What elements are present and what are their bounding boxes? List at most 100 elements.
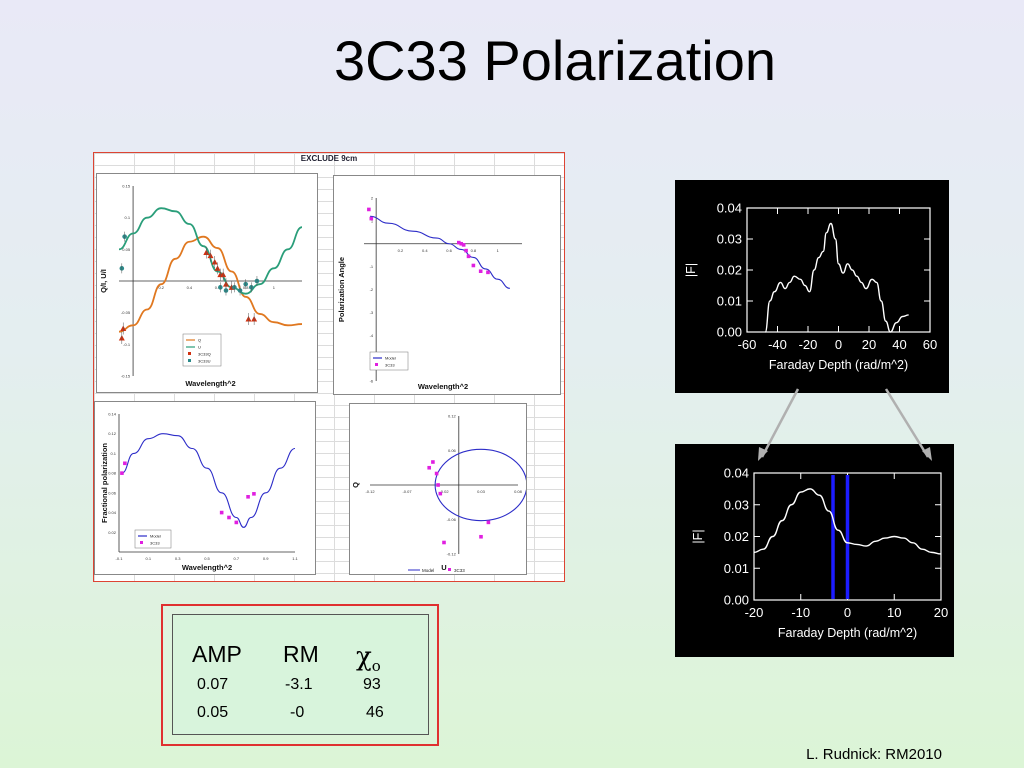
x-tick-label: -0.1 <box>116 556 124 561</box>
header-chi-sub: o <box>371 657 381 676</box>
x-tick-label: 10 <box>887 605 901 620</box>
row1-amp: 0.07 <box>197 676 229 693</box>
angle-chart: 0.20.40.60.8121-1-2-3-4-5-6Wavelength^2P… <box>337 196 522 391</box>
data-point <box>436 483 440 487</box>
arrow-right-head <box>922 447 932 461</box>
x-tick-label: 0.2 <box>158 285 164 290</box>
legend-label: 3C33 <box>385 363 395 368</box>
y-tick-label: 0.00 <box>724 593 749 608</box>
y-tick-label: -0.12 <box>447 552 457 557</box>
x-tick-label: -20 <box>745 605 764 620</box>
legend-label: 3C33 <box>150 541 160 546</box>
legend-marker <box>188 359 191 362</box>
x-tick-label: 0 <box>844 605 851 620</box>
y-tick-label: -3 <box>370 310 374 315</box>
y-tick-label: 0.12 <box>448 414 457 419</box>
data-point <box>457 240 461 245</box>
x-tick-label: -10 <box>791 605 810 620</box>
data-point <box>234 520 239 525</box>
x-tick-label: 0.08 <box>514 489 523 494</box>
series-line-model <box>370 215 510 289</box>
data-point <box>369 216 374 221</box>
y-axis-label: Q <box>351 482 360 488</box>
legend-marker <box>375 363 378 366</box>
x-tick-label: 0.4 <box>422 248 428 253</box>
y-axis-label: Polarization Angle <box>337 257 346 322</box>
data-point <box>464 248 468 253</box>
x-tick-label: 0.5 <box>204 556 210 561</box>
x-tick-label: 0.6 <box>215 285 221 290</box>
x-tick-label: 1 <box>497 248 500 253</box>
x-tick-label: 0.3 <box>175 556 181 561</box>
y-tick-label: 0.03 <box>717 232 742 247</box>
legend-label: 3C33U <box>198 359 211 364</box>
excel-screenshot: EXCLUDE 9cm 0.2 0.4 0.6 0.8 1 0.15 0.1 0.05 -0.0… <box>93 152 565 582</box>
x-tick-label: 0.8 <box>243 285 249 290</box>
data-point <box>478 269 483 273</box>
y-tick-label: 0.01 <box>724 561 749 576</box>
y-tick-label: 1 <box>371 218 374 223</box>
x-tick-label: 0.9 <box>263 556 269 561</box>
row2-chi: 46 <box>366 704 384 721</box>
y-tick-label: -6 <box>370 379 374 384</box>
data-point <box>442 540 446 545</box>
faraday-zoom-chart: -20 -10 0 10 20 0.04 0.03 0.02 0.01 0.00 Faraday D… <box>691 466 948 641</box>
legend-label: 3C33Q <box>198 352 211 357</box>
data-point <box>438 491 443 496</box>
zoom-arrows <box>758 388 932 461</box>
data-point <box>434 471 439 476</box>
arrow-left <box>760 388 800 458</box>
y-tick-label: 0.05 <box>122 247 131 252</box>
x-tick-label: 0.4 <box>187 285 193 290</box>
fracpol-chart-box: -0.1 0.1 0.3 0.5 0.7 0.9 1.1 0.14 0.12 0.1 0.08 0.0… <box>94 401 316 575</box>
y-tick-label: 0.02 <box>717 263 742 278</box>
y-tick-label: 0.03 <box>724 497 749 512</box>
slide-title: 3C33 Polarization <box>333 29 777 92</box>
x-axis-label: Wavelength^2 <box>185 379 235 388</box>
y-tick-label: 0.12 <box>108 431 117 436</box>
y-tick-label: -2 <box>370 287 374 292</box>
x-tick-label: -40 <box>768 337 787 352</box>
faraday-curve <box>764 222 909 333</box>
row2-amp: 0.05 <box>197 704 229 721</box>
x-tick-label: 0.8 <box>471 248 477 253</box>
y-axis-label: |F| <box>684 263 698 277</box>
y-tick-label: 0.01 <box>717 294 742 309</box>
excel-header: EXCLUDE 9cm <box>300 154 358 163</box>
x-axis-label: Wavelength^2 <box>418 382 468 391</box>
faraday-wide-panel: -60 -40 -20 0 20 40 60 0.04 0.03 0.02 0.01 0.00 Fara… <box>675 180 949 393</box>
qu-chart-box: 0.2 0.4 0.6 0.8 1 0.15 0.1 0.05 -0.05 -0.1 -0.15 Wa… <box>96 173 318 393</box>
data-point <box>466 254 471 259</box>
data-point <box>486 270 490 275</box>
y-tick-label: 0.1 <box>110 451 116 456</box>
data-point <box>227 515 231 520</box>
arrow-left-head <box>758 447 768 461</box>
y-tick-label: -1 <box>370 264 374 269</box>
x-axis-label: Faraday Depth (rad/m^2) <box>778 626 917 640</box>
legend-box <box>369 351 409 371</box>
y-tick-label: 0.06 <box>108 490 117 495</box>
x-axis-label: Wavelength^2 <box>182 563 232 572</box>
data-point <box>367 207 371 212</box>
qvsu-chart: -0.12 -0.07 -0.02 0.03 0.08 0.12 0.06 -0.06 -0.1… <box>351 414 528 573</box>
data-point <box>459 241 464 246</box>
legend-marker <box>140 541 143 544</box>
x-tick-label: -0.12 <box>365 489 375 494</box>
data-point <box>427 465 431 470</box>
legend-label: Model <box>150 534 161 539</box>
arrow-right <box>884 388 930 458</box>
faraday-curve <box>753 488 942 555</box>
qvsu-chart-box: -0.12 -0.07 -0.02 0.03 0.08 0.12 0.06 -0.06 -0.1… <box>349 403 528 575</box>
x-axis-label: U <box>441 563 446 572</box>
y-tick-label: 0.1 <box>125 215 131 220</box>
x-tick-label: 0 <box>835 337 842 352</box>
x-tick-label: 40 <box>892 337 906 352</box>
x-tick-label: 0.1 <box>146 556 152 561</box>
y-tick-label: -0.05 <box>121 310 131 315</box>
y-tick-label: 0.08 <box>108 471 117 476</box>
data-point <box>252 492 256 496</box>
x-tick-label: 20 <box>934 605 948 620</box>
y-tick-label: 0.14 <box>108 412 117 417</box>
plot-frame <box>746 207 931 333</box>
y-tick-label: -0.15 <box>121 374 131 379</box>
